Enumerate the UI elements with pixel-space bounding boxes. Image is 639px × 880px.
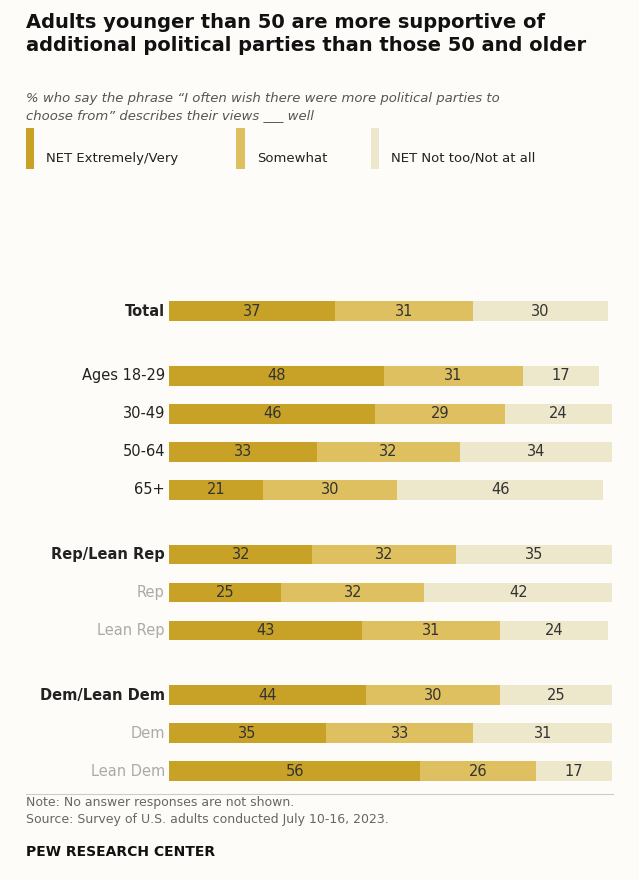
Text: % who say the phrase “I often wish there were more political parties to
choose f: % who say the phrase “I often wish there… xyxy=(26,92,499,122)
Text: 29: 29 xyxy=(431,407,449,422)
Text: 43: 43 xyxy=(256,623,275,638)
Bar xyxy=(375,404,505,424)
Bar xyxy=(384,366,523,385)
Text: 32: 32 xyxy=(380,444,397,459)
Text: 24: 24 xyxy=(544,623,564,638)
Bar xyxy=(335,302,473,321)
Text: 42: 42 xyxy=(509,585,528,600)
Text: 30: 30 xyxy=(424,687,442,702)
Text: 25: 25 xyxy=(216,585,235,600)
Text: 46: 46 xyxy=(491,482,509,497)
Bar xyxy=(500,620,608,641)
Text: 24: 24 xyxy=(549,407,568,422)
Bar xyxy=(456,545,612,564)
Bar xyxy=(500,686,612,705)
Bar xyxy=(281,583,424,603)
Bar xyxy=(420,761,536,781)
Text: 25: 25 xyxy=(547,687,566,702)
Text: 50-64: 50-64 xyxy=(122,444,165,459)
Text: Ages 18-29: Ages 18-29 xyxy=(82,369,165,384)
Bar xyxy=(169,302,335,321)
Text: 31: 31 xyxy=(422,623,440,638)
Bar xyxy=(169,583,281,603)
Bar xyxy=(326,723,473,743)
Bar xyxy=(505,404,612,424)
Bar xyxy=(424,583,612,603)
Text: 33: 33 xyxy=(390,726,409,741)
Text: Note: No answer responses are not shown.
Source: Survey of U.S. adults conducted: Note: No answer responses are not shown.… xyxy=(26,796,389,826)
Text: 35: 35 xyxy=(525,547,543,562)
Text: Total: Total xyxy=(125,304,165,319)
Text: Adults younger than 50 are more supportive of
additional political parties than : Adults younger than 50 are more supporti… xyxy=(26,13,586,55)
Text: PEW RESEARCH CENTER: PEW RESEARCH CENTER xyxy=(26,845,215,859)
Text: 34: 34 xyxy=(527,444,545,459)
Text: 31: 31 xyxy=(395,304,413,319)
Bar xyxy=(397,480,603,500)
Text: 32: 32 xyxy=(344,585,362,600)
Bar xyxy=(317,442,460,462)
Bar xyxy=(169,761,420,781)
Bar xyxy=(473,723,612,743)
Bar xyxy=(362,620,500,641)
Text: 46: 46 xyxy=(263,407,281,422)
Text: 26: 26 xyxy=(468,764,488,779)
Text: 35: 35 xyxy=(238,726,257,741)
Text: 31: 31 xyxy=(444,369,463,384)
Bar xyxy=(473,302,608,321)
Text: NET Not too/Not at all: NET Not too/Not at all xyxy=(391,152,535,165)
Text: Rep: Rep xyxy=(137,585,165,600)
Bar xyxy=(312,545,456,564)
Text: 21: 21 xyxy=(207,482,226,497)
Text: 48: 48 xyxy=(268,369,286,384)
Text: 30: 30 xyxy=(532,304,550,319)
Text: 44: 44 xyxy=(259,687,277,702)
Text: Lean Rep: Lean Rep xyxy=(97,623,165,638)
Bar xyxy=(169,545,312,564)
Text: Somewhat: Somewhat xyxy=(257,152,327,165)
Text: 33: 33 xyxy=(234,444,252,459)
Bar xyxy=(523,366,599,385)
Text: 17: 17 xyxy=(565,764,583,779)
Text: Dem/Lean Dem: Dem/Lean Dem xyxy=(40,687,165,702)
Bar xyxy=(366,686,500,705)
Text: NET Extremely/Very: NET Extremely/Very xyxy=(46,152,178,165)
Text: 32: 32 xyxy=(375,547,393,562)
Bar xyxy=(169,723,326,743)
Text: 17: 17 xyxy=(551,369,570,384)
Text: 32: 32 xyxy=(232,547,250,562)
Text: 31: 31 xyxy=(534,726,552,741)
Text: 56: 56 xyxy=(286,764,304,779)
Bar xyxy=(460,442,612,462)
Bar xyxy=(536,761,612,781)
Text: 37: 37 xyxy=(243,304,261,319)
Bar xyxy=(169,442,317,462)
Bar xyxy=(169,366,384,385)
Text: Lean Dem: Lean Dem xyxy=(91,764,165,779)
Bar xyxy=(169,686,366,705)
Bar xyxy=(169,480,263,500)
Bar xyxy=(169,620,362,641)
Text: 65+: 65+ xyxy=(134,482,165,497)
Text: Dem: Dem xyxy=(130,726,165,741)
Text: 30-49: 30-49 xyxy=(123,407,165,422)
Text: Rep/Lean Rep: Rep/Lean Rep xyxy=(51,547,165,562)
Text: 30: 30 xyxy=(321,482,339,497)
Bar xyxy=(169,404,375,424)
Bar xyxy=(263,480,397,500)
